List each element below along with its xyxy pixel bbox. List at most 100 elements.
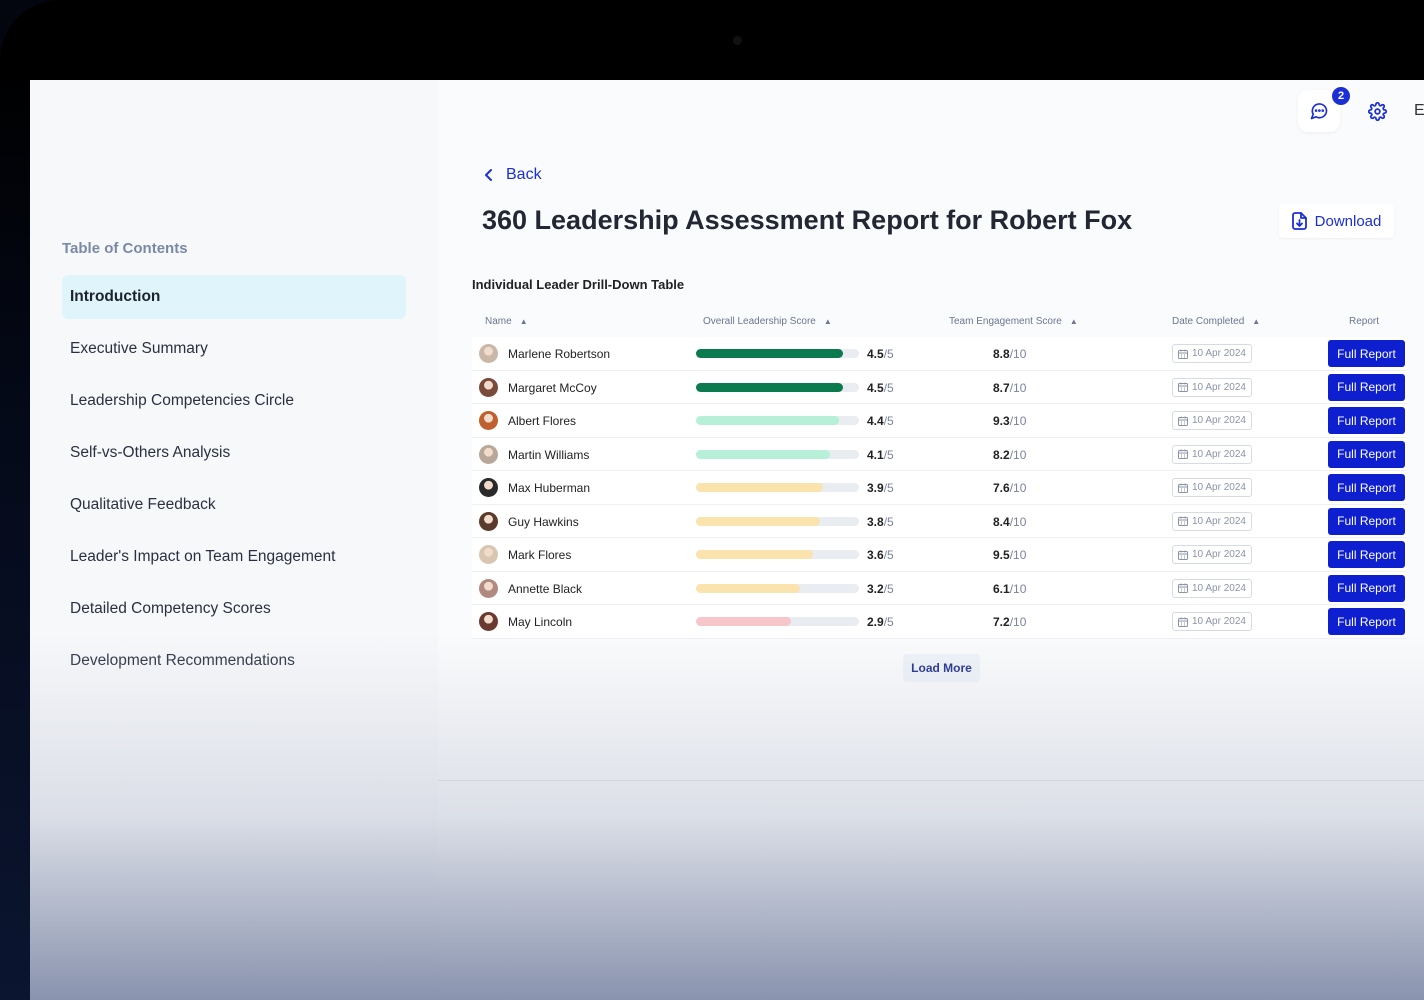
calendar-icon — [1178, 382, 1188, 392]
load-more-button[interactable]: Load More — [903, 654, 980, 682]
column-date-label: Date Completed — [1172, 316, 1245, 327]
engagement-score: 9.5/10 — [993, 548, 1026, 562]
table-row: Marlene Robertson 4.5/5 8.8/10 10 Apr 2024 F… — [472, 337, 1407, 371]
overall-score-value: 4.5 — [867, 347, 884, 361]
page-title: 360 Leadership Assessment Report for Rob… — [482, 205, 1133, 235]
overall-score: 3.2/5 — [867, 582, 894, 596]
toc-item-introduction[interactable]: Introduction — [62, 275, 406, 319]
full-report-button[interactable]: Full Report — [1328, 440, 1405, 468]
toc-item-development[interactable]: Development Recommendations — [70, 652, 295, 669]
full-report-button[interactable]: Full Report — [1328, 407, 1405, 434]
overall-score-max: /5 — [883, 615, 894, 629]
overall-score-max: /5 — [883, 581, 894, 596]
camera — [733, 36, 742, 45]
sort-icon: ▲ — [1069, 317, 1078, 326]
leader-name: Max Huberman — [508, 481, 591, 495]
engagement-score: 8.4/10 — [993, 515, 1026, 529]
full-report-button[interactable]: Full Report — [1328, 373, 1405, 401]
column-overall-label: Overall Leadership Score — [703, 316, 816, 327]
date-completed: 10 Apr 2024 — [1192, 381, 1246, 393]
device-bezel-side — [0, 60, 30, 1000]
column-name[interactable]: Name ▲ — [485, 316, 528, 327]
column-overall-score[interactable]: Overall Leadership Score ▲ — [703, 316, 832, 327]
toc-list: Introduction Executive Summary Leadershi… — [62, 275, 406, 691]
toc-item-self-vs-others[interactable]: Self-vs-Others Analysis — [70, 444, 231, 461]
score-bar-fill — [696, 416, 840, 425]
app-screen: 2 E Table of Contents Introduction Execu… — [30, 80, 1424, 1000]
toc-item-executive-summary[interactable]: Executive Summary — [70, 340, 208, 357]
column-engagement-score[interactable]: Team Engagement Score ▲ — [949, 316, 1078, 327]
overall-score-max: /5 — [883, 481, 894, 495]
score-bar — [696, 550, 859, 559]
table-row: Margaret McCoy 4.5/5 8.7/10 10 Apr 2024 Full… — [472, 370, 1407, 404]
download-button[interactable]: Download — [1279, 204, 1394, 238]
score-bar — [696, 483, 859, 492]
table-row: Mark Flores 3.6/5 9.5/10 10 Apr 2024 Full Re… — [472, 538, 1407, 572]
toc-item-competencies-circle[interactable]: Leadership Competencies Circle — [70, 392, 295, 409]
date-completed: 10 Apr 2024 — [1192, 515, 1246, 527]
calendar-icon — [1178, 550, 1188, 560]
leader-name: Annette Black — [508, 581, 583, 596]
date-chip: 10 Apr 2024 — [1172, 478, 1252, 497]
avatar — [479, 377, 498, 397]
engagement-score: 8.8/10 — [993, 347, 1026, 361]
column-date[interactable]: Date Completed ▲ — [1172, 316, 1260, 327]
user-menu-partial[interactable]: E — [1414, 102, 1424, 119]
score-bar — [696, 583, 859, 593]
download-file-icon — [1291, 212, 1307, 230]
overall-score: 4.5/5 — [867, 381, 894, 395]
engagement-score-max: /10 — [1009, 481, 1027, 495]
overall-score: 3.9/5 — [867, 481, 894, 495]
engagement-score: 8.2/10 — [993, 448, 1026, 462]
overall-score-value: 3.6 — [867, 548, 884, 562]
settings-button[interactable] — [1356, 90, 1398, 132]
engagement-score-value: 7.2 — [993, 615, 1010, 629]
date-chip: 10 Apr 2024 — [1172, 612, 1252, 631]
engagement-score-max: /10 — [1009, 380, 1027, 395]
chevron-left-icon — [485, 169, 492, 181]
full-report-button[interactable]: Full Report — [1328, 474, 1405, 501]
overall-score-max: /5 — [883, 380, 894, 395]
calendar-icon — [1178, 583, 1188, 593]
full-report-button[interactable]: Full Report — [1328, 541, 1405, 568]
engagement-score: 9.3/10 — [993, 414, 1026, 428]
date-chip: 10 Apr 2024 — [1172, 511, 1252, 531]
toc-title: Table of Contents — [62, 240, 188, 257]
avatar — [479, 578, 498, 598]
date-completed: 10 Apr 2024 — [1192, 348, 1246, 359]
engagement-score: 7.2/10 — [993, 615, 1026, 629]
overall-score-value: 4.4 — [867, 414, 884, 428]
calendar-icon — [1178, 617, 1188, 627]
full-report-button[interactable]: Full Report — [1328, 574, 1405, 602]
engagement-score-value: 9.5 — [993, 548, 1010, 562]
download-label: Download — [1314, 212, 1382, 230]
leader-name: Albert Flores — [508, 414, 577, 428]
overall-score-value: 2.9 — [867, 615, 884, 629]
full-report-button[interactable]: Full Report — [1328, 507, 1405, 535]
overall-score-max: /5 — [883, 548, 894, 562]
overall-score-max: /5 — [883, 447, 894, 462]
avatar — [479, 612, 498, 631]
overall-score: 4.4/5 — [867, 414, 894, 428]
full-report-button[interactable]: Full Report — [1328, 340, 1405, 367]
engagement-score-max: /10 — [1009, 581, 1027, 596]
toc-item-qualitative-feedback[interactable]: Qualitative Feedback — [70, 496, 216, 513]
full-report-button[interactable]: Full Report — [1328, 608, 1405, 635]
overall-score: 3.6/5 — [867, 548, 894, 562]
date-completed: 10 Apr 2024 — [1192, 582, 1246, 594]
calendar-icon — [1178, 449, 1188, 459]
overall-score: 2.9/5 — [867, 615, 894, 629]
overall-score-value: 3.8 — [867, 514, 884, 529]
table-row: Martin Williams 4.1/5 8.2/10 10 Apr 2024 Ful… — [472, 437, 1407, 471]
score-bar — [696, 416, 859, 425]
back-link[interactable]: Back — [484, 166, 542, 184]
date-chip: 10 Apr 2024 — [1172, 411, 1252, 430]
divider — [438, 780, 1424, 781]
overall-score: 4.5/5 — [867, 347, 894, 361]
overall-score-value: 3.2 — [867, 581, 884, 596]
overall-score: 3.8/5 — [867, 515, 894, 529]
toc-item-team-engagement[interactable]: Leader's Impact on Team Engagement — [70, 548, 336, 565]
overall-score-max: /5 — [883, 414, 894, 428]
toc-item-competency-scores[interactable]: Detailed Competency Scores — [70, 600, 271, 617]
table-row: Guy Hawkins 3.8/5 8.4/10 10 Apr 2024 Full Re… — [472, 504, 1407, 538]
